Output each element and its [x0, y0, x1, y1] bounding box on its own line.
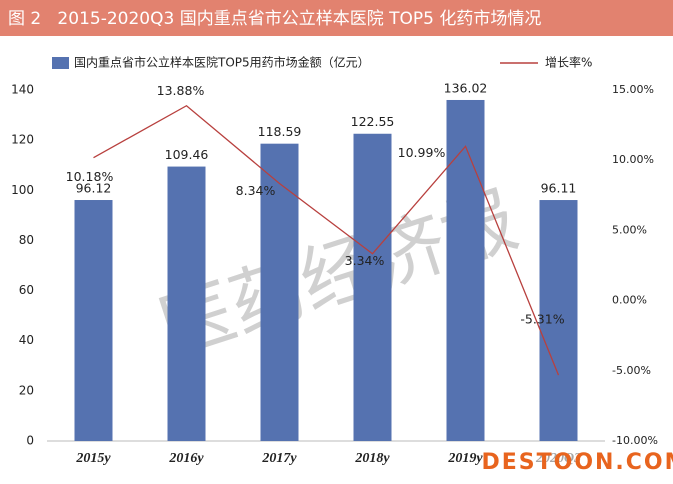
y-tick-label: 20 [19, 383, 34, 397]
bar-value-label: 136.02 [444, 80, 488, 95]
x-tick-label: 2018y [354, 451, 390, 466]
x-tick-label: 2019y [447, 451, 483, 466]
title-bar [0, 0, 673, 36]
y-tick-label: 40 [19, 333, 34, 347]
legend-label: 增长率% [545, 55, 592, 70]
line-value-label: 8.34% [236, 183, 276, 198]
bar-value-label: 109.46 [165, 147, 209, 162]
bar [446, 99, 485, 442]
y2-tick-label: 5.00% [612, 223, 647, 236]
legend-label: 国内重点省市公立样本医院TOP5用药市场金额（亿元） [74, 55, 370, 70]
bar-value-label: 96.11 [541, 181, 577, 196]
x-tick-label: 2016y [168, 451, 204, 466]
y-tick-label: 0 [26, 434, 34, 448]
bar-value-label: 122.55 [351, 114, 395, 129]
y2-tick-label: -5.00% [612, 364, 651, 377]
watermark-bg [500, 447, 670, 477]
y-tick-label: 80 [19, 233, 34, 247]
bar-value-label: 96.12 [76, 181, 112, 196]
line-value-label: 10.18% [66, 169, 114, 184]
bar [74, 200, 113, 441]
bar [539, 200, 578, 441]
y-tick-label: 60 [19, 283, 34, 297]
y2-tick-label: 10.00% [612, 153, 654, 166]
x-tick-label: 2017y [261, 451, 297, 466]
bar [353, 133, 392, 442]
chart-title: 图 2 2015-2020Q3 国内重点省市公立样本医院 TOP5 化药市场情况 [8, 9, 541, 29]
y-tick-label: 140 [11, 83, 34, 97]
x-tick-label: 2015y [75, 451, 111, 466]
line-value-label: -5.31% [520, 312, 564, 327]
line-value-label: 13.88% [157, 83, 205, 98]
line-value-label: 10.99% [398, 145, 446, 160]
legend-swatch [52, 57, 69, 69]
y2-tick-label: 0.00% [612, 294, 647, 307]
watermark-site: DESTOON.COM [481, 450, 673, 475]
bar [167, 166, 206, 441]
line-value-label: 3.34% [345, 253, 385, 268]
y-tick-label: 120 [11, 133, 34, 147]
y2-tick-label: -10.00% [612, 434, 658, 447]
growth-line [93, 104, 560, 376]
bar-value-label: 118.59 [258, 124, 302, 139]
y-tick-label: 100 [11, 183, 34, 197]
y2-tick-label: 15.00% [612, 83, 654, 96]
